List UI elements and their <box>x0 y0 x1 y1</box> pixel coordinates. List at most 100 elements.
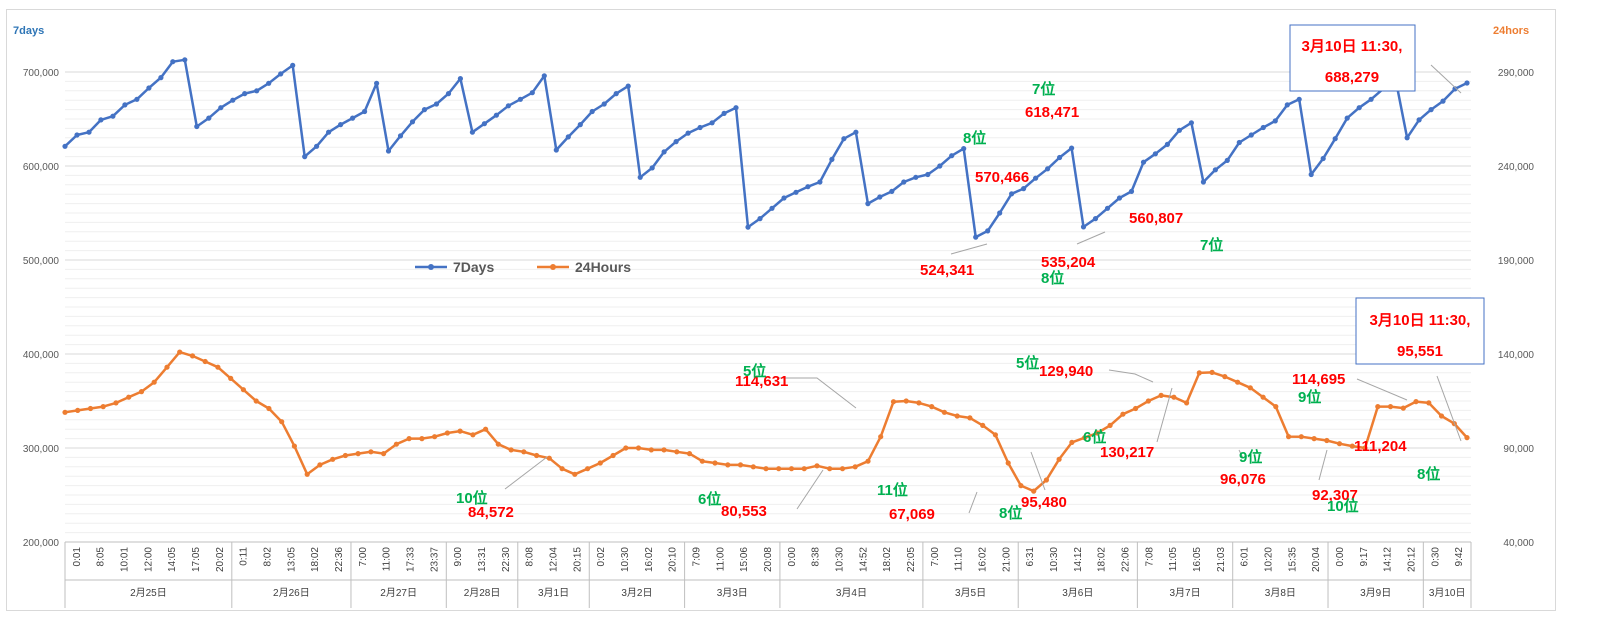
rank-label: 6位 <box>698 490 721 508</box>
24hours-data-point <box>177 349 183 355</box>
24hours-data-point <box>1043 477 1049 483</box>
7days-data-point <box>1308 171 1314 178</box>
7days-data-point <box>230 97 236 103</box>
7days-data-point <box>877 194 883 200</box>
24hours-data-point <box>368 449 374 455</box>
rank-label: 9位 <box>1239 448 1262 466</box>
7days-data-point <box>433 101 440 107</box>
rank-label: 7位 <box>1032 80 1055 98</box>
7days-data-point <box>1188 120 1194 126</box>
24hours-data-point <box>138 389 145 395</box>
7days-data-point <box>1092 216 1099 222</box>
7days-data-point <box>733 105 739 111</box>
rank-label: 7位 <box>1200 236 1223 254</box>
24hours-data-point <box>1184 400 1190 406</box>
x-tick-label: 16:02 <box>977 547 988 572</box>
24hours-data-point <box>737 462 744 468</box>
24hours-data-point <box>1171 394 1177 400</box>
series-layer <box>62 57 1470 494</box>
x-tick-label: 20:15 <box>572 547 583 572</box>
24hours-data-point <box>903 398 909 404</box>
day-label: 3月1日 <box>538 587 569 599</box>
24hours-data-point <box>1349 443 1355 449</box>
24hours-data-point <box>317 462 323 468</box>
x-tick-label: 18:02 <box>882 547 893 572</box>
x-tick-label: 7:09 <box>692 547 703 567</box>
x-tick-label: 23:37 <box>429 547 440 572</box>
7days-series-line <box>64 58 1468 239</box>
24hours-data-point <box>1005 460 1011 466</box>
24hours-data-point <box>992 432 999 438</box>
24hours-data-point <box>929 404 935 410</box>
7days-data-point <box>577 122 583 128</box>
7days-data-point <box>122 102 128 108</box>
24hours-data-point <box>788 466 795 472</box>
7days-data-point <box>338 122 344 128</box>
x-tick-label: 14:52 <box>858 547 869 572</box>
annotation-value: 96,076 <box>1220 471 1266 488</box>
x-tick-label: 7:00 <box>930 547 941 567</box>
leader-line <box>1076 231 1106 245</box>
x-tick-label: 6:31 <box>1025 547 1036 567</box>
7days-data-point <box>1416 117 1422 123</box>
rank-label: 8位 <box>999 504 1022 522</box>
right-axis-tick-label: 290,000 <box>1498 68 1535 79</box>
24hours-data-point <box>508 447 514 453</box>
24hours-data-point <box>1196 370 1202 376</box>
7days-data-point <box>661 149 667 155</box>
x-tick-label: 16:05 <box>1192 547 1203 572</box>
7days-data-point <box>1069 145 1075 151</box>
24hours-data-point <box>1324 437 1330 444</box>
24hours-data-point <box>432 434 438 440</box>
7days-data-point <box>110 113 116 119</box>
7days-data-point <box>1152 151 1158 157</box>
7days-data-point <box>1356 105 1362 111</box>
callout-24h-line1: 3月10日 11:30, <box>1370 312 1471 329</box>
24hours-data-point <box>725 462 731 468</box>
24hours-data-point <box>534 452 540 459</box>
left-axis-tick-label: 200,000 <box>23 538 60 549</box>
7days-data-point <box>86 129 92 135</box>
leader-line <box>1108 369 1154 383</box>
24hours-data-point <box>1438 413 1445 419</box>
x-tick-label: 0:00 <box>787 547 798 567</box>
24hours-data-point <box>661 447 667 453</box>
x-tick-label: 13:05 <box>286 547 297 572</box>
annotation-value: 84,572 <box>468 504 514 521</box>
24hours-data-point <box>1133 405 1139 412</box>
x-tick-label: 11:10 <box>954 547 965 572</box>
x-tick-label: 22:06 <box>1120 547 1131 572</box>
24hours-data-point <box>457 428 463 434</box>
7days-data-point <box>170 59 176 65</box>
leader-line <box>1356 378 1408 401</box>
7days-data-point <box>985 228 991 234</box>
7days-data-point <box>1236 139 1242 146</box>
7days-data-point <box>541 73 547 79</box>
24hours-data-point <box>126 394 132 400</box>
7days-data-point <box>625 83 631 89</box>
24hours-data-point <box>686 451 693 457</box>
7days-data-point <box>1440 98 1446 104</box>
24hours-data-point <box>291 443 297 449</box>
24hours-data-point <box>470 432 476 438</box>
x-tick-label: 14:05 <box>167 547 178 572</box>
x-tick-label: 10:30 <box>1049 547 1060 572</box>
7days-data-point <box>134 96 140 102</box>
7days-data-point <box>290 62 296 68</box>
7days-data-point <box>421 107 428 113</box>
callout-24h-box <box>1355 297 1485 365</box>
x-tick-label: 12:00 <box>143 547 154 572</box>
annotation-value: 92,307 <box>1312 487 1358 504</box>
7days-data-point <box>194 123 200 130</box>
24hours-data-point <box>954 413 960 419</box>
day-label: 3月5日 <box>955 587 986 599</box>
7days-data-point <box>637 174 643 180</box>
day-label: 3月7日 <box>1169 587 1200 599</box>
right-axis-title: 24hors <box>1493 25 1529 37</box>
callouts: 3月10日 11:30, 688,279 3月10日 11:30, 95,551 <box>1289 24 1485 365</box>
x-tick-label: 8:38 <box>811 547 822 567</box>
24hours-data-point <box>253 398 259 404</box>
7days-data-point <box>397 133 404 139</box>
24hours-data-point <box>1209 369 1215 375</box>
left-axis-tick-label: 700,000 <box>23 68 60 79</box>
